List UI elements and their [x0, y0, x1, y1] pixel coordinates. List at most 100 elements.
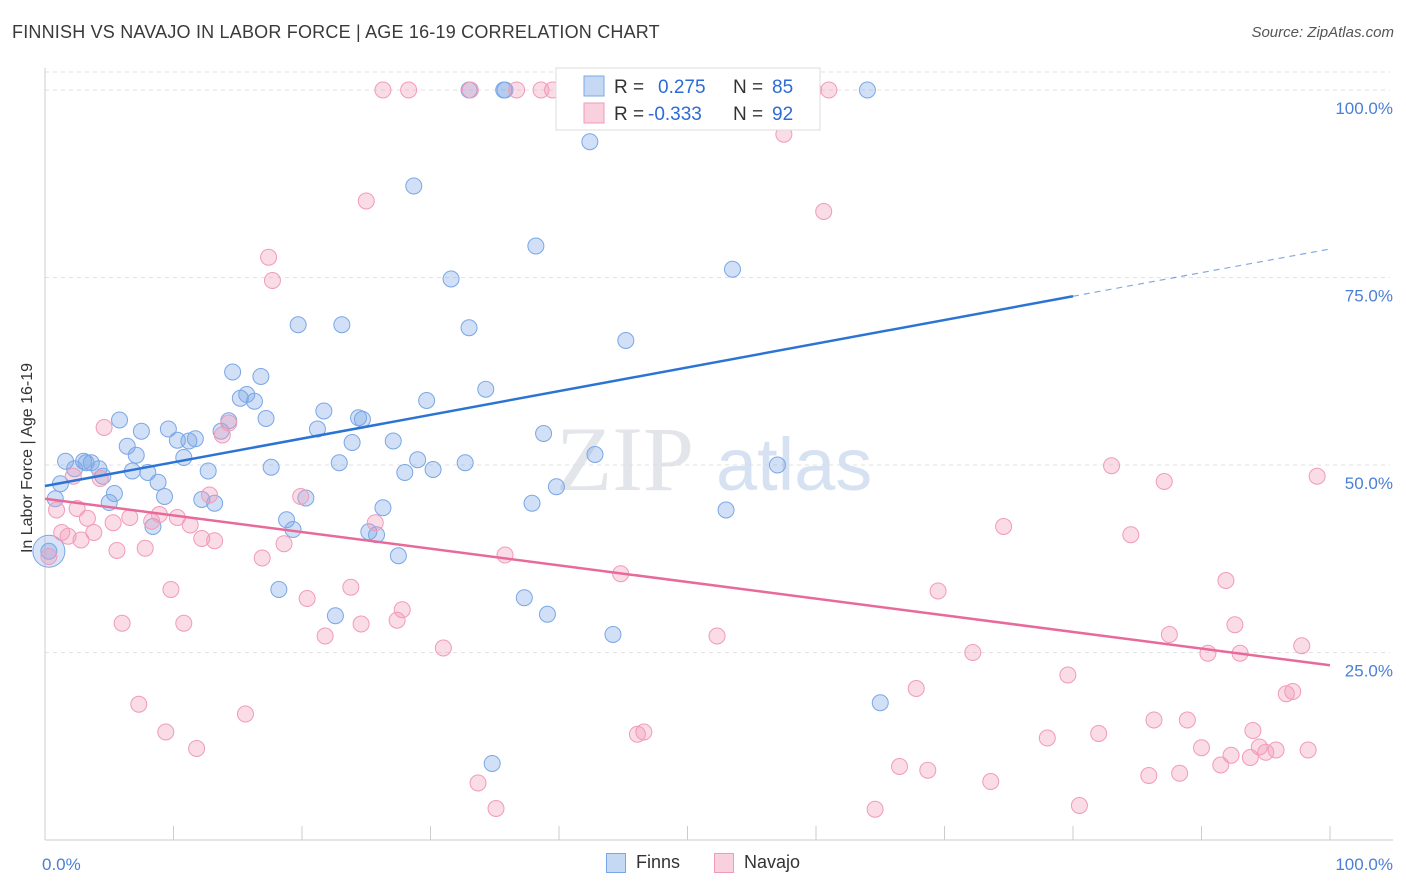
finns-point — [418, 392, 436, 409]
finns-point — [717, 501, 735, 519]
navajo-point — [1038, 729, 1056, 747]
navajo-point — [130, 695, 148, 713]
finns-point — [547, 478, 565, 496]
finns-point — [374, 499, 392, 517]
finns-point — [315, 402, 333, 420]
y-tick-label: 75.0% — [1345, 287, 1393, 306]
navajo-point — [982, 773, 1000, 790]
bottom-legend-finns[interactable]: Finns — [605, 852, 680, 873]
navajo-swatch — [713, 852, 734, 873]
legend-finns-n-label: N = — [733, 77, 763, 98]
finns-point — [858, 81, 876, 99]
navajo-point — [496, 546, 514, 564]
navajo-point — [91, 470, 109, 487]
finns-trend-extension — [1072, 248, 1331, 297]
x-tick-label-max: 100.0% — [1335, 855, 1393, 874]
navajo-point — [1171, 764, 1189, 782]
navajo-point — [964, 644, 982, 661]
navajo-point — [220, 414, 238, 432]
navajo-point — [193, 530, 211, 547]
navajo-point — [1070, 797, 1088, 814]
navajo-point — [1257, 743, 1275, 761]
navajo-point — [1299, 741, 1317, 759]
legend-finns-n-value: 85 — [772, 77, 793, 98]
navajo-point — [342, 578, 360, 596]
finns-point — [409, 451, 427, 469]
finns-point — [127, 446, 145, 464]
finns-point — [515, 589, 533, 607]
finns-point — [132, 422, 150, 440]
finns-point — [617, 332, 635, 349]
navajo-point — [1122, 526, 1140, 544]
finns-point — [477, 380, 495, 398]
navajo-point — [434, 639, 452, 657]
finns-point — [289, 316, 307, 334]
finns-point — [384, 432, 402, 450]
navajo-point — [1155, 473, 1173, 490]
watermark-atlas: atlas — [716, 423, 872, 506]
navajo-point — [200, 486, 218, 504]
finns-point — [224, 363, 242, 381]
finns-point — [389, 547, 407, 565]
navajo-point — [461, 81, 479, 99]
legend-swatch-finns — [583, 75, 605, 97]
navajo-point — [1267, 741, 1285, 759]
finns-point — [396, 464, 414, 481]
finns-point — [581, 133, 599, 151]
finns-point — [180, 432, 198, 450]
navajo-point — [357, 192, 375, 210]
navajo-point — [508, 81, 526, 99]
navajo-point — [113, 614, 131, 632]
navajo-point — [236, 705, 254, 723]
finns-point — [768, 456, 786, 474]
legend-finns-r-value: 0.275 — [658, 77, 706, 98]
finns-point — [353, 410, 371, 428]
navajo-point — [59, 527, 77, 545]
finns-point — [442, 270, 460, 288]
finns-point — [252, 368, 270, 385]
y-tick-labels: 25.0% 50.0% 75.0% 100.0% — [1335, 99, 1393, 681]
finns-point — [257, 410, 275, 427]
finns-point — [186, 430, 204, 448]
finns-point — [456, 454, 474, 472]
navajo-point — [72, 531, 90, 549]
bottom-legend-navajo[interactable]: Navajo — [713, 852, 800, 873]
legend: R = 0.275 N = 85 R = -0.333 N = 92 — [555, 67, 821, 131]
navajo-point — [919, 761, 937, 779]
legend-swatch-navajo — [583, 102, 605, 124]
navajo-point — [1212, 756, 1230, 774]
finns-point — [723, 260, 741, 278]
finns-point — [523, 494, 541, 512]
finns-point — [308, 420, 326, 438]
navajo-point — [1293, 637, 1311, 655]
navajo-point — [175, 614, 193, 632]
navajo-point — [995, 518, 1013, 535]
navajo-point — [85, 524, 103, 541]
chart-title: FINNISH VS NAVAJO IN LABOR FORCE | AGE 1… — [12, 22, 660, 42]
navajo-point — [388, 611, 406, 629]
navajo-point — [487, 800, 505, 817]
finns-point — [156, 488, 174, 505]
finns-point — [586, 446, 604, 463]
finns-point — [105, 485, 123, 502]
navajo-point — [1090, 725, 1108, 742]
navajo-point — [275, 535, 293, 553]
navajo-point — [1217, 572, 1235, 589]
navajo-point — [366, 514, 384, 532]
trend-lines — [44, 248, 1331, 667]
navajo-point — [1140, 767, 1158, 784]
navajo-point — [1145, 711, 1163, 729]
navajo-point — [1160, 626, 1178, 643]
finns-point — [278, 511, 296, 529]
legend-finns-r-label: R = — [614, 77, 644, 98]
finns-point — [871, 694, 889, 712]
finns-swatch — [605, 852, 626, 873]
finns-point — [460, 319, 478, 337]
navajo-point — [298, 590, 316, 607]
finns-point — [270, 581, 288, 598]
navajo-point — [1193, 739, 1210, 757]
bottom-legend: Finns Navajo — [0, 852, 1406, 873]
axes — [44, 68, 1393, 841]
navajo-point — [1244, 722, 1262, 739]
